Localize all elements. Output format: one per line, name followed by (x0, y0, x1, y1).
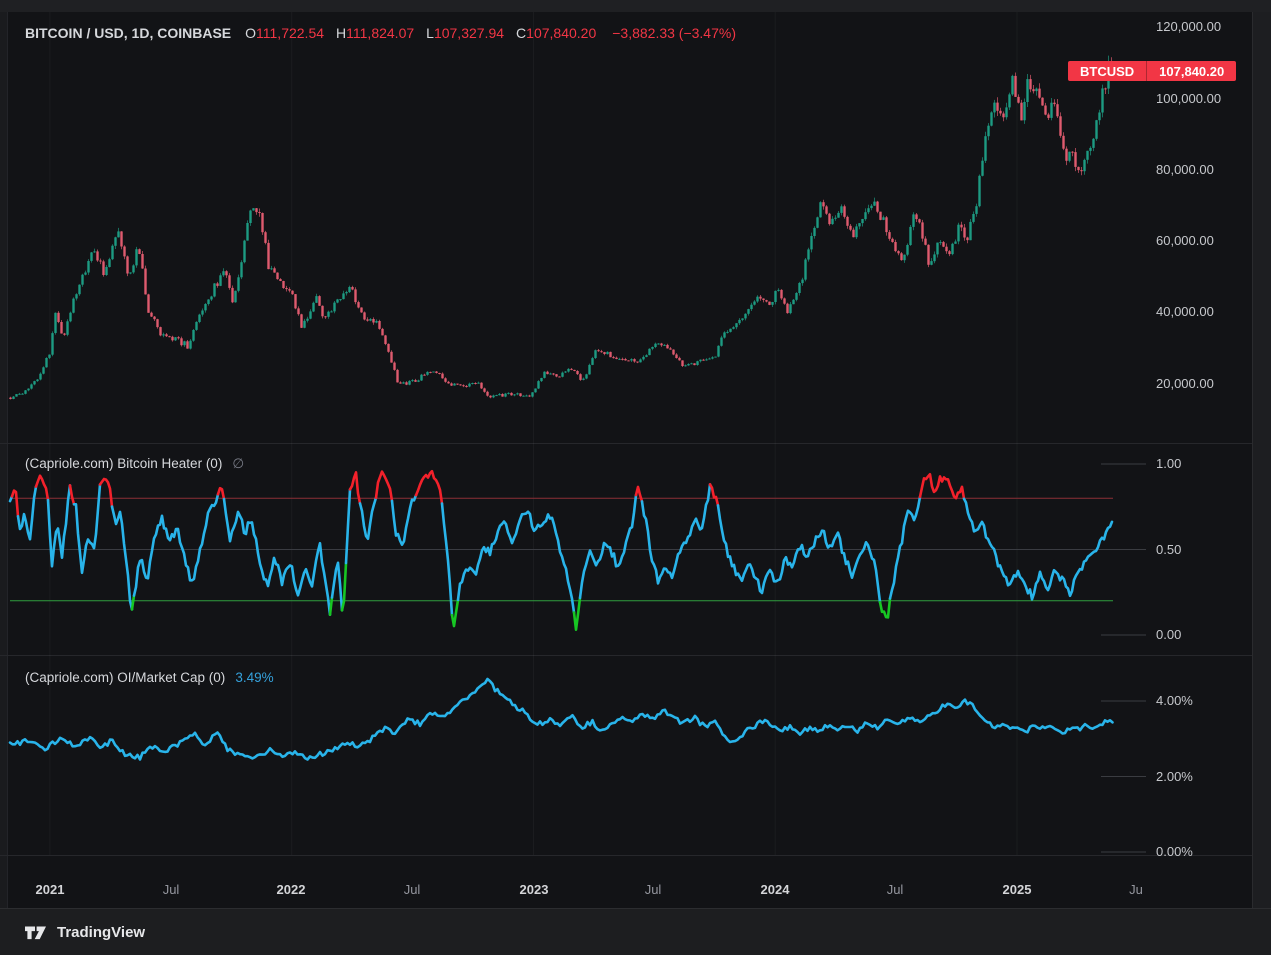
pane-separator[interactable] (0, 443, 1252, 444)
symbol-header[interactable]: BITCOIN / USD, 1D, COINBASE O111,722.54 H1… (25, 24, 736, 42)
indicator-title[interactable]: (Capriole.com) Bitcoin Heater (0) (25, 456, 223, 471)
price-scale-tick: 100,000.00 (1156, 91, 1222, 106)
indicator-value: 3.49% (235, 670, 274, 685)
time-tick-2021: 2021 (35, 882, 65, 897)
oi-scale-tick: 2.00% (1156, 769, 1193, 784)
pane-separator[interactable] (0, 655, 1252, 656)
empty-set-icon: ∅ (232, 456, 245, 471)
badge-symbol: BTCUSD (1068, 61, 1147, 81)
right-scrollbar-gutter[interactable] (1252, 12, 1271, 955)
window-top-edge (0, 0, 1271, 12)
badge-price: 107,840.20 (1146, 61, 1237, 81)
ohlc-low-key: L (426, 25, 434, 41)
ohlc-open-value: 111,722.54 (256, 25, 325, 41)
ohlc-high-value: 111,824.07 (346, 25, 415, 41)
price-change: −3,882.33 (−3.47%) (612, 25, 736, 41)
heater-scale-tick: 0.50 (1156, 542, 1182, 557)
ohlc-low-value: 107,327.94 (433, 25, 505, 41)
footer-bar: TradingView (0, 908, 1271, 955)
last-price-badge: BTCUSD 107,840.20 (1068, 61, 1237, 81)
tradingview-link[interactable]: TradingView (24, 923, 145, 942)
ohlc-high-key: H (336, 25, 347, 41)
tradingview-brand-text: TradingView (57, 923, 146, 941)
ohlc-close-key: C (516, 25, 527, 41)
time-tick-2023: 2023 (519, 882, 549, 897)
oi-scale-tick: 0.00% (1156, 844, 1193, 859)
time-tick-jul: Jul (403, 882, 421, 897)
symbol-title[interactable]: BITCOIN / USD, 1D, COINBASE (25, 25, 232, 41)
time-tick-2025: 2025 (1002, 882, 1032, 897)
time-tick-2024: 2024 (760, 882, 790, 897)
price-scale-tick: 80,000.00 (1156, 162, 1214, 177)
price-scale-tick: 60,000.00 (1156, 233, 1214, 248)
heater-scale-tick: 1.00 (1156, 456, 1182, 471)
indicator-title[interactable]: (Capriole.com) OI/Market Cap (0) (25, 670, 226, 685)
indicator-label-bitcoin-heater[interactable]: (Capriole.com) Bitcoin Heater (0) ∅ (25, 455, 244, 472)
heater-pane[interactable] (8, 443, 1148, 655)
price-pane[interactable] (8, 12, 1148, 443)
left-toolbar-edge (0, 12, 8, 908)
time-scale[interactable] (0, 855, 1252, 908)
ohlc-close-value: 107,840.20 (526, 25, 597, 41)
price-scale-tick: 20,000.00 (1156, 376, 1214, 391)
ohlc-open-key: O (245, 25, 257, 41)
time-tick-jul: Jul (644, 882, 662, 897)
time-tick-jul: Jul (886, 882, 904, 897)
tradingview-logo-icon (25, 926, 46, 939)
time-tick-ju: Ju (1129, 882, 1143, 897)
price-scale-tick: 120,000.00 (1156, 19, 1222, 34)
time-tick-2022: 2022 (276, 882, 306, 897)
heater-scale-tick: 0.00 (1156, 627, 1182, 642)
indicator-label-oi-market-cap[interactable]: (Capriole.com) OI/Market Cap (0) 3.49% (25, 669, 274, 686)
time-tick-jul: Jul (162, 882, 180, 897)
oi-scale-tick: 4.00% (1156, 693, 1193, 708)
price-scale-tick: 40,000.00 (1156, 304, 1214, 319)
